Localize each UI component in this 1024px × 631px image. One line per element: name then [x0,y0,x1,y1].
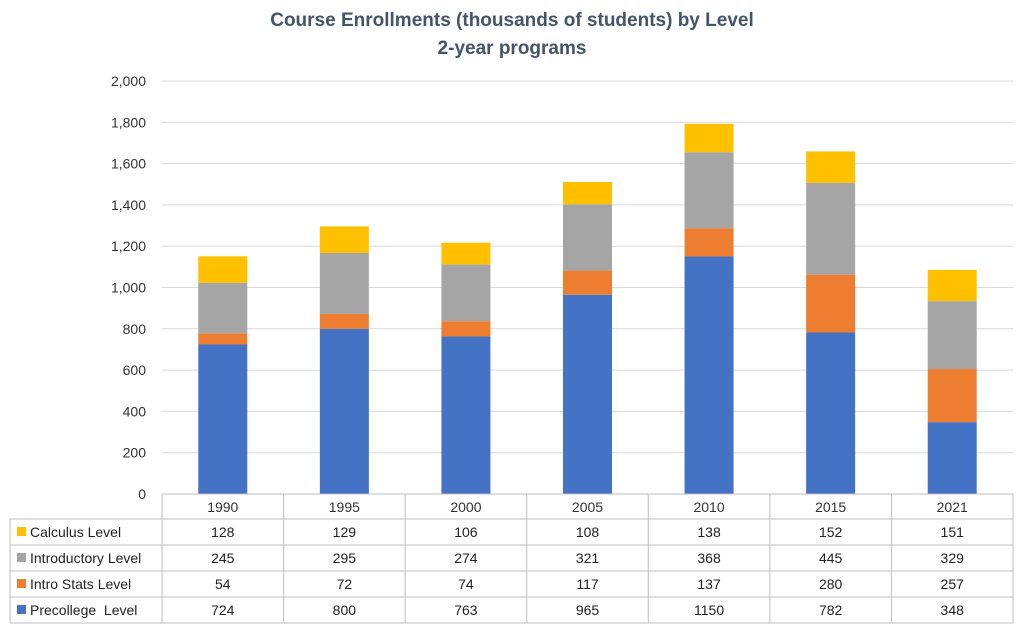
bar-segment [198,256,248,283]
data-label: 295 [333,550,357,566]
bar-segment [927,301,977,370]
x-tick-label: 1990 [207,499,238,515]
bar-segment [198,344,248,494]
bar-segment [563,270,612,295]
x-tick-label: 2021 [937,499,968,515]
data-label: 152 [819,524,843,540]
legend-label: Introductory Level [30,550,141,566]
y-tick-label: 1,200 [111,238,146,254]
y-axis-ticks: 0 200 400 600 800 1,000 1,200 1,400 1,600 1,800 2,… [111,73,146,502]
y-tick-label: 1,600 [111,156,146,172]
y-tick-label: 400 [123,403,147,419]
y-tick-label: 600 [123,362,147,378]
data-label: 129 [333,524,357,540]
data-label: 763 [454,602,478,618]
bar-segment [927,369,977,423]
y-tick-label: 1,800 [111,114,146,130]
data-label: 724 [211,602,235,618]
bar-segment [806,151,856,183]
x-tick-label: 2015 [815,499,846,515]
data-label: 965 [576,602,600,618]
data-label: 151 [941,524,965,540]
bar-segment [563,204,612,271]
bar-segment [684,228,734,257]
y-tick-label: 2,000 [111,73,146,89]
data-label: 117 [576,576,599,592]
bar-segment [684,256,734,494]
legend-label: Calculus Level [30,524,121,540]
data-label: 137 [697,576,721,592]
data-label: 280 [819,576,843,592]
chart-title: Course Enrollments (thousands of student… [270,10,754,31]
data-label: 108 [576,524,600,540]
data-label: 800 [333,602,357,618]
x-tick-label: 2005 [572,499,603,515]
y-tick-label: 1,400 [111,197,146,213]
y-tick-label: 0 [138,486,146,502]
bar-segment [927,422,977,494]
data-label: 245 [211,550,235,566]
bar-segment [441,336,491,494]
bar-segment [684,152,734,229]
x-tick-label: 2000 [450,499,481,515]
bar-segment [319,328,369,494]
data-label: 368 [697,550,721,566]
bars [198,123,977,494]
bar-segment [927,269,977,302]
data-label: 321 [576,550,600,566]
bar-segment [198,333,248,345]
bar-segment [198,282,248,334]
legend-label: Intro Stats Level [30,576,131,592]
data-label: 348 [941,602,965,618]
data-label: 106 [454,524,478,540]
data-label: 274 [454,550,478,566]
bar-segment [684,123,734,153]
chart-subtitle: 2-year programs [438,38,587,59]
bar-segment [806,274,856,333]
data-label: 128 [211,524,235,540]
data-label: 782 [819,602,843,618]
data-label: 54 [215,576,231,592]
data-label: 329 [941,550,965,566]
bar-segment [806,182,856,275]
data-label: 138 [697,524,721,540]
bar-segment [319,226,369,254]
bar-segment [806,332,856,494]
bar-segment [563,181,612,205]
legend-swatch [17,605,26,614]
y-tick-label: 1,000 [111,280,146,296]
data-label: 257 [941,576,965,592]
data-label: 72 [337,576,353,592]
bar-segment [441,321,491,337]
data-label: 445 [819,550,843,566]
data-table: 1990 1995 2000 2005 2010 2015 2021 Calculus Lev… [9,493,1014,624]
bar-segment [563,294,612,494]
legend-swatch [17,579,26,588]
bar-segment [441,242,491,265]
data-label: 74 [458,576,474,592]
data-label: 1150 [694,602,724,618]
legend-label: Precollege Level [30,602,137,618]
y-tick-label: 800 [123,321,147,337]
legend-swatch [17,553,26,562]
bar-segment [319,313,369,329]
bar-segment [441,264,491,322]
x-tick-label: 1995 [329,499,360,515]
bar-segment [319,253,369,314]
x-tick-label: 2010 [693,499,724,515]
legend-swatch [17,527,26,536]
y-tick-label: 200 [123,445,147,461]
